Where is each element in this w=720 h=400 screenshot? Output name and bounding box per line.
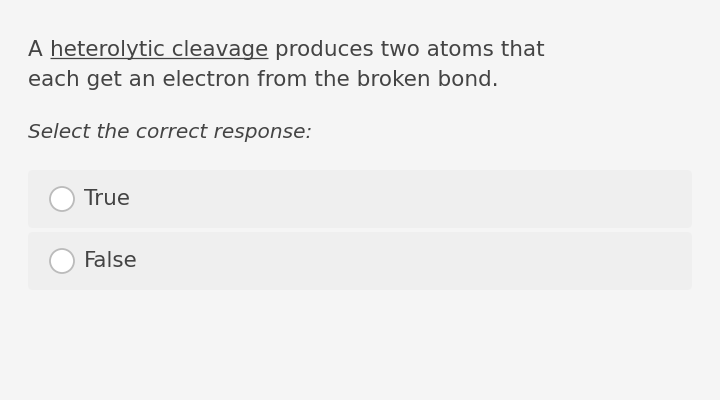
Text: heterolytic cleavage: heterolytic cleavage [50,40,268,60]
Circle shape [50,187,74,211]
Text: True: True [84,189,130,209]
FancyBboxPatch shape [28,232,692,290]
Text: Select the correct response:: Select the correct response: [28,123,312,142]
Circle shape [50,249,74,273]
Text: A: A [28,40,50,60]
FancyBboxPatch shape [28,170,692,228]
Text: False: False [84,251,138,271]
Text: produces two atoms that: produces two atoms that [268,40,544,60]
Text: each get an electron from the broken bond.: each get an electron from the broken bon… [28,70,499,90]
